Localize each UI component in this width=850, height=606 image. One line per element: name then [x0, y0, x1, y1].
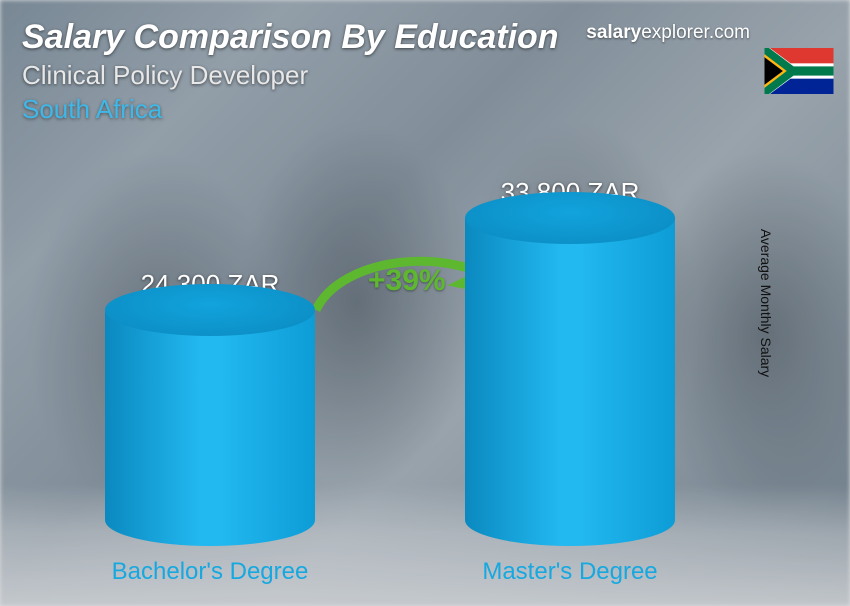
south-africa-flag-icon	[764, 48, 834, 94]
delta-label: +39%	[368, 264, 446, 298]
bar-label: Master's Degree	[482, 558, 657, 586]
bar-body	[105, 310, 315, 546]
bar-cylinder	[105, 310, 315, 546]
content-layer: Salary Comparison By Education Clinical …	[0, 0, 850, 606]
bar-group: 24,300 ZARBachelor's Degree	[80, 269, 340, 586]
bar-chart: +39% 24,300 ZARBachelor's Degree 33,800 Z…	[0, 136, 810, 586]
job-subtitle: Clinical Policy Developer	[22, 60, 308, 91]
bar-top-ellipse	[105, 284, 315, 336]
bar-body	[465, 218, 675, 546]
page-title: Salary Comparison By Education	[22, 18, 559, 57]
bar-group: 33,800 ZARMaster's Degree	[440, 177, 700, 586]
brand-rest: explorer.com	[641, 22, 750, 43]
bar-cylinder	[465, 218, 675, 546]
country-label: South Africa	[22, 94, 162, 125]
bar-label: Bachelor's Degree	[112, 558, 309, 586]
bar-top-ellipse	[465, 192, 675, 244]
brand-bold: salary	[586, 22, 641, 43]
brand-watermark: salaryexplorer.com	[586, 22, 750, 44]
